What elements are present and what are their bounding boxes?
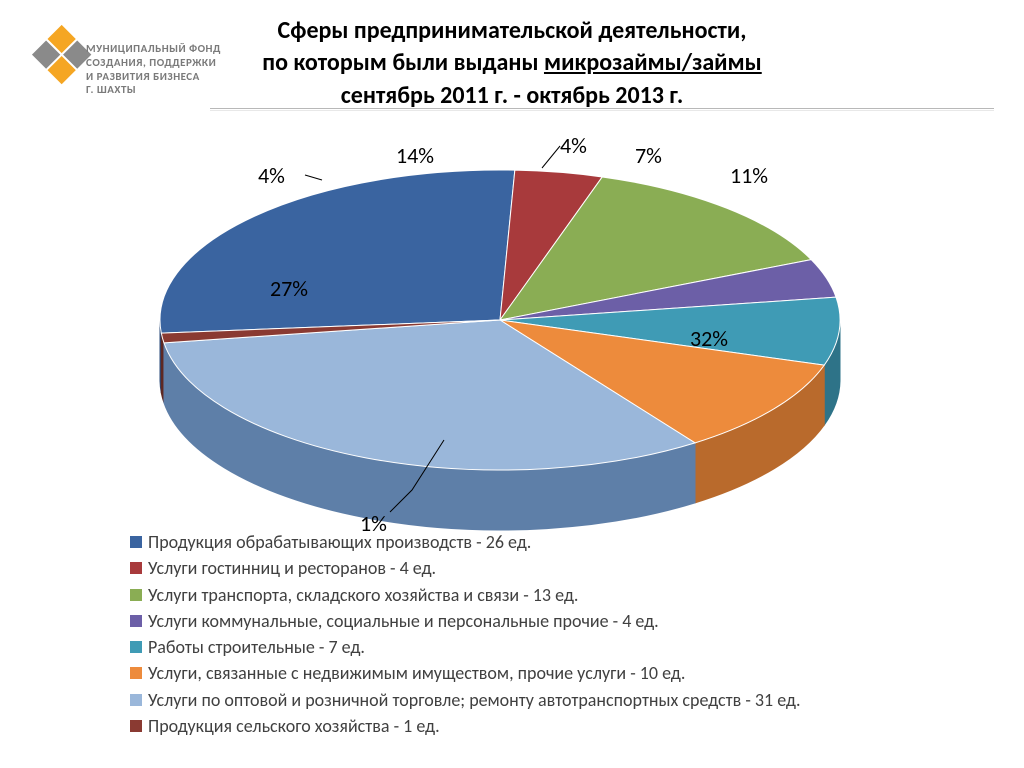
legend-label: Услуги по оптовой и розничной торговле; … (148, 688, 801, 712)
legend-label: Услуги, связанные с недвижимым имущество… (148, 661, 685, 685)
legend-item-realestate: Услуги, связанные с недвижимым имущество… (130, 661, 964, 685)
pie-svg (90, 120, 910, 560)
legend-label: Продукция сельского хозяйства - 1 ед. (148, 714, 440, 738)
legend-item-hotels: Услуги гостинниц и ресторанов - 4 ед. (130, 556, 964, 580)
legend-swatch (130, 641, 142, 653)
pct-label-construction: 7% (635, 142, 662, 169)
pct-label-communal: 4% (560, 132, 587, 159)
legend-swatch (130, 615, 142, 627)
legend-swatch (130, 589, 142, 601)
legend-swatch (130, 667, 142, 679)
legend-item-agriculture: Продукция сельского хозяйства - 1 ед. (130, 714, 964, 738)
legend-item-trade: Услуги по оптовой и розничной торговле; … (130, 688, 964, 712)
legend-label: Работы строительные - 7 ед. (148, 635, 365, 659)
legend-label: Услуги коммунальные, социальные и персон… (148, 609, 659, 633)
pie-chart: 27%4%14%4%7%11%32%1% (90, 120, 910, 490)
legend-item-manufacturing: Продукция обрабатывающих производств - 2… (130, 530, 964, 554)
title-line-2-underlined: микрозаймы/займы (544, 48, 762, 77)
legend: Продукция обрабатывающих производств - 2… (130, 530, 964, 740)
legend-item-transport: Услуги транспорта, складского хозяйства … (130, 583, 964, 607)
legend-item-communal: Услуги коммунальные, социальные и персон… (130, 609, 964, 633)
legend-label: Услуги гостинниц и ресторанов - 4 ед. (148, 556, 436, 580)
header-divider (210, 108, 994, 110)
legend-swatch (130, 536, 142, 548)
chart-title: Сферы предпринимательской деятельности, … (0, 15, 1024, 112)
pct-label-manufacturing: 27% (270, 275, 308, 302)
title-line-2: по которым были выданы микрозаймы/займы (0, 47, 1024, 79)
title-line-1: Сферы предпринимательской деятельности, (0, 15, 1024, 47)
legend-swatch (130, 720, 142, 732)
legend-swatch (130, 562, 142, 574)
pct-label-trade: 32% (690, 325, 728, 352)
legend-swatch (130, 694, 142, 706)
legend-item-construction: Работы строительные - 7 ед. (130, 635, 964, 659)
legend-label: Услуги транспорта, складского хозяйства … (148, 583, 578, 607)
legend-label: Продукция обрабатывающих производств - 2… (148, 530, 531, 554)
pct-label-hotels: 4% (258, 162, 285, 189)
pct-label-realestate: 11% (730, 162, 768, 189)
title-line-2-prefix: по которым были выданы (262, 48, 544, 77)
pct-label-transport: 14% (396, 142, 434, 169)
